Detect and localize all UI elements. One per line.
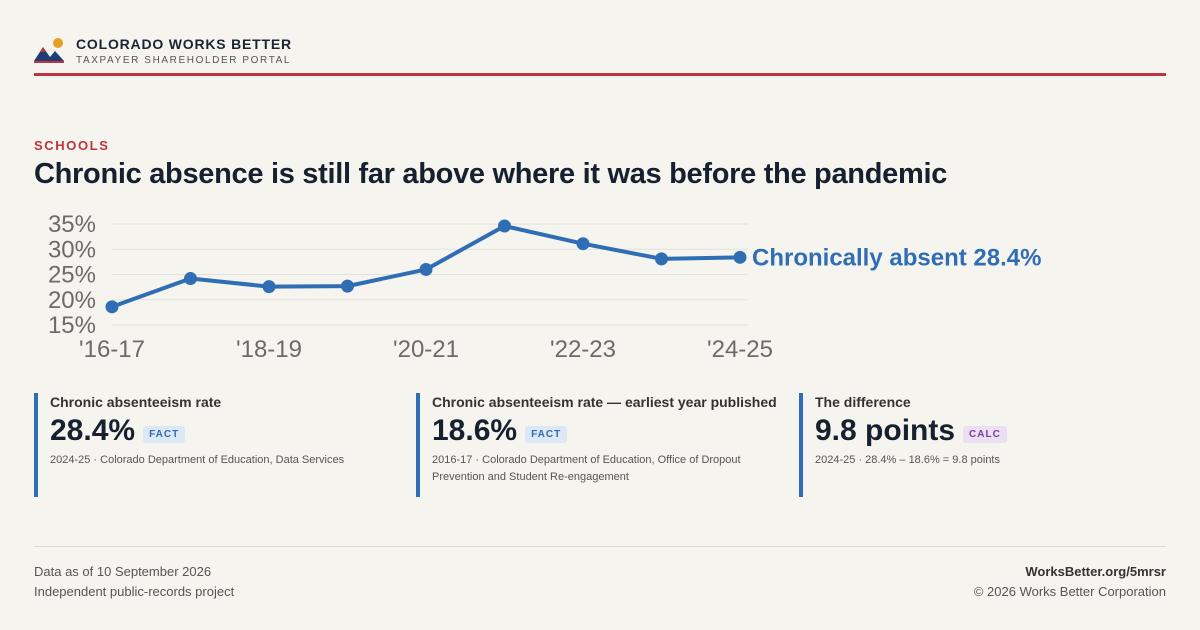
x-tick-label: '24-25 [707, 336, 773, 363]
y-tick-label: 20% [48, 287, 96, 314]
stat-label: Chronic absenteeism rate [50, 394, 222, 410]
fact-badge: FACT [143, 425, 186, 443]
y-tick-label: 35% [48, 211, 96, 238]
fact-badge: FACT [525, 425, 568, 443]
stat-value: 9.8 points [815, 414, 956, 447]
stat-card-difference: The difference 9.8 points CALC 2024-25 ·… [799, 393, 1159, 497]
footer-left: Data as of 10 September 2026 Independent… [34, 562, 234, 602]
copyright: © 2026 Works Better Corporation [973, 584, 1166, 599]
page-title: Chronic absence is still far above where… [34, 158, 948, 190]
data-point [576, 237, 590, 251]
data-point [733, 250, 747, 264]
stat-label: Chronic absenteeism rate — earliest year… [432, 394, 777, 410]
y-tick-label: 25% [48, 262, 96, 289]
data-point [419, 262, 433, 276]
mountain-sun-logo-icon [34, 38, 64, 63]
y-tick-label: 30% [48, 236, 96, 263]
chart-svg: 35%30%25%20%15%'16-17 '18-19 '20-21 '22-23 '… [48, 211, 1042, 363]
data-point [262, 280, 276, 294]
stat-value: 18.6% [432, 414, 518, 447]
brand-header: COLORADO WORKS BETTER TAXPAYER SHAREHOLD… [34, 36, 292, 66]
section-label: SCHOOLS [34, 138, 110, 153]
stat-source: 2024-25 · Colorado Department of Educati… [50, 454, 345, 466]
brand-subtitle: TAXPAYER SHAREHOLDER PORTAL [76, 55, 292, 66]
stat-source: 2016-17 · Colorado Department of Educati… [432, 454, 741, 483]
series-end-label: Chronically absent 28.4% [752, 244, 1041, 271]
data-point [341, 279, 354, 293]
data-point [655, 252, 668, 266]
stats-row: Chronic absenteeism rate 28.4% FACT 2024… [34, 393, 1166, 497]
stat-card-current: Chronic absenteeism rate 28.4% FACT 2024… [34, 393, 404, 497]
stat-label: The difference [815, 394, 911, 410]
stat-value: 28.4% [50, 414, 136, 447]
footer-link[interactable]: WorksBetter.org/5mrsr [1025, 564, 1166, 579]
footer-divider [34, 546, 1166, 547]
footer-right: WorksBetter.org/5mrsr © 2026 Works Bette… [974, 562, 1166, 602]
x-tick-label: '20-21 [393, 336, 459, 363]
project-note: Independent public-records project [34, 584, 235, 599]
y-tick-label: 15% [48, 312, 96, 339]
x-tick-label: '18-19 [236, 336, 302, 363]
data-point [184, 272, 197, 286]
data-point [105, 300, 119, 314]
x-tick-label: '16-17 [79, 336, 145, 363]
stat-card-earliest: Chronic absenteeism rate — earliest year… [416, 393, 786, 497]
header-divider [34, 73, 1166, 76]
stat-source: 2024-25 · 28.4% – 18.6% = 9.8 points [815, 454, 1000, 466]
data-as-of: Data as of 10 September 2026 [34, 564, 212, 579]
calc-badge: CALC [963, 425, 1007, 443]
x-tick-label: '22-23 [550, 336, 616, 363]
line-chart: 35% 30% 25% 20% 15% '16-17 '18-19 '20-21 '22-23 '… [0, 200, 1200, 370]
brand-name: COLORADO WORKS BETTER [76, 36, 292, 52]
data-point [498, 219, 511, 233]
